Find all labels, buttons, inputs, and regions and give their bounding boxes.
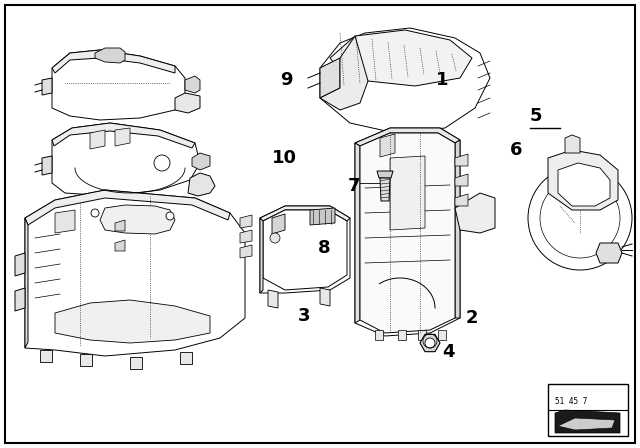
- Polygon shape: [455, 193, 495, 233]
- Polygon shape: [398, 330, 406, 340]
- Circle shape: [166, 212, 174, 220]
- Polygon shape: [52, 50, 185, 120]
- Text: 5: 5: [530, 107, 543, 125]
- Polygon shape: [15, 288, 25, 311]
- Text: 9: 9: [280, 71, 292, 89]
- Polygon shape: [380, 178, 390, 201]
- Polygon shape: [25, 190, 245, 356]
- Polygon shape: [320, 288, 330, 306]
- Polygon shape: [95, 48, 125, 63]
- Polygon shape: [420, 334, 440, 352]
- Polygon shape: [80, 354, 92, 366]
- Polygon shape: [310, 208, 335, 225]
- Polygon shape: [455, 140, 460, 318]
- Polygon shape: [260, 218, 263, 293]
- Text: 2: 2: [466, 309, 479, 327]
- Polygon shape: [188, 173, 215, 196]
- Polygon shape: [320, 58, 340, 98]
- Circle shape: [425, 338, 435, 348]
- Polygon shape: [320, 28, 490, 133]
- Polygon shape: [15, 253, 25, 276]
- Circle shape: [270, 233, 280, 243]
- Circle shape: [528, 166, 632, 270]
- Text: 6: 6: [510, 141, 522, 159]
- Polygon shape: [115, 128, 130, 146]
- Polygon shape: [355, 128, 460, 146]
- Polygon shape: [42, 78, 52, 95]
- Polygon shape: [558, 418, 615, 430]
- Circle shape: [154, 155, 170, 171]
- Polygon shape: [185, 76, 200, 93]
- Polygon shape: [555, 410, 620, 433]
- Text: 3: 3: [298, 307, 310, 325]
- Circle shape: [91, 209, 99, 217]
- Polygon shape: [377, 171, 393, 178]
- Polygon shape: [548, 150, 618, 210]
- Polygon shape: [55, 210, 75, 233]
- Polygon shape: [240, 215, 252, 228]
- Polygon shape: [375, 330, 383, 340]
- Polygon shape: [55, 300, 210, 343]
- Polygon shape: [25, 190, 230, 225]
- Polygon shape: [175, 93, 200, 113]
- Polygon shape: [90, 130, 105, 149]
- Text: 51 45 7: 51 45 7: [555, 397, 588, 406]
- Polygon shape: [240, 230, 252, 243]
- Polygon shape: [100, 205, 175, 234]
- Polygon shape: [268, 290, 278, 308]
- Polygon shape: [320, 36, 368, 110]
- Polygon shape: [52, 50, 175, 73]
- Polygon shape: [355, 128, 460, 336]
- Polygon shape: [263, 210, 347, 290]
- Polygon shape: [115, 220, 125, 231]
- Polygon shape: [438, 330, 446, 340]
- Polygon shape: [380, 134, 395, 157]
- Polygon shape: [455, 154, 468, 166]
- Polygon shape: [418, 330, 426, 340]
- Text: 8: 8: [318, 239, 331, 257]
- Polygon shape: [596, 243, 622, 263]
- Polygon shape: [180, 352, 192, 364]
- Polygon shape: [192, 153, 210, 170]
- Polygon shape: [455, 174, 468, 186]
- Polygon shape: [260, 206, 350, 293]
- Text: 10: 10: [272, 149, 297, 167]
- Polygon shape: [260, 206, 350, 221]
- Polygon shape: [52, 123, 200, 196]
- Polygon shape: [330, 30, 472, 86]
- Polygon shape: [42, 156, 52, 175]
- Polygon shape: [565, 135, 580, 153]
- Polygon shape: [360, 133, 455, 333]
- Polygon shape: [558, 163, 610, 206]
- Polygon shape: [272, 214, 285, 234]
- Text: 7: 7: [348, 177, 360, 195]
- Polygon shape: [52, 123, 195, 148]
- Polygon shape: [355, 143, 360, 323]
- Polygon shape: [130, 357, 142, 369]
- Polygon shape: [455, 194, 468, 206]
- Polygon shape: [115, 240, 125, 251]
- Text: 1: 1: [436, 71, 449, 89]
- Polygon shape: [40, 350, 52, 362]
- Polygon shape: [240, 245, 252, 258]
- Polygon shape: [390, 156, 425, 230]
- Polygon shape: [25, 218, 28, 348]
- Bar: [548, 384, 628, 436]
- Text: 4: 4: [442, 343, 454, 361]
